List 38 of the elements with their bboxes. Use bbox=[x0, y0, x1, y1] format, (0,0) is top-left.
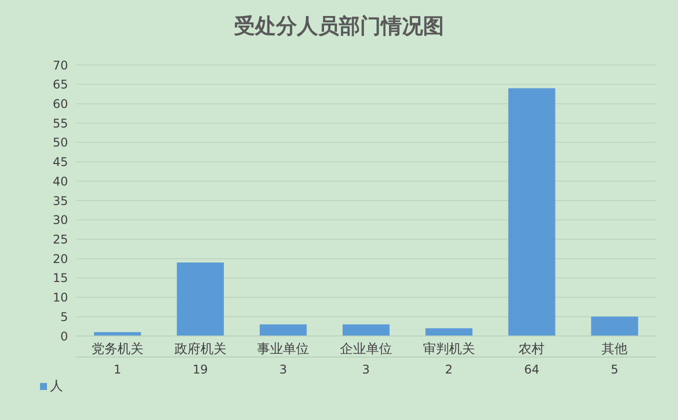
y-tick-label: 30 bbox=[52, 213, 68, 228]
bar bbox=[591, 316, 638, 336]
x-tick-label: 其他 bbox=[602, 342, 628, 358]
y-tick-label: 70 bbox=[52, 58, 68, 72]
bar bbox=[342, 324, 390, 336]
data-label: 64 bbox=[524, 362, 540, 377]
y-tick-label: 65 bbox=[52, 78, 68, 92]
data-label: 1 bbox=[114, 362, 122, 377]
data-label: 2 bbox=[445, 362, 453, 377]
y-tick-label: 15 bbox=[52, 271, 68, 286]
data-label: 3 bbox=[362, 362, 370, 377]
y-tick-label: 10 bbox=[52, 290, 68, 305]
bar bbox=[425, 328, 472, 336]
bar bbox=[176, 262, 224, 336]
chart-title: 受处分人员部门情况图 bbox=[233, 12, 445, 40]
y-tick-label: 0 bbox=[60, 329, 68, 344]
x-tick-label: 事业单位 bbox=[257, 342, 310, 358]
y-tick-label: 50 bbox=[52, 136, 68, 150]
bar bbox=[260, 324, 307, 336]
bar bbox=[94, 332, 141, 336]
y-tick-label: 40 bbox=[52, 174, 68, 188]
y-tick-label: 35 bbox=[52, 194, 68, 208]
legend-label: 人 bbox=[49, 378, 63, 395]
y-tick-label: 60 bbox=[52, 96, 68, 111]
y-tick-label: 5 bbox=[60, 310, 68, 324]
y-tick-label: 20 bbox=[52, 252, 68, 266]
bar bbox=[508, 88, 556, 336]
data-label: 3 bbox=[279, 362, 287, 377]
x-tick-label: 企业单位 bbox=[340, 342, 392, 358]
x-tick-label: 党务机关 bbox=[91, 342, 144, 358]
y-tick-label: 45 bbox=[52, 155, 68, 170]
y-tick-label: 55 bbox=[52, 116, 68, 130]
data-label: 5 bbox=[610, 362, 618, 377]
y-tick-label: 25 bbox=[52, 232, 68, 246]
data-label: 19 bbox=[192, 362, 208, 377]
x-tick-label: 审判机关 bbox=[422, 341, 475, 358]
x-tick-label: 政府机关 bbox=[174, 341, 226, 358]
x-tick-label: 农村 bbox=[518, 342, 545, 358]
